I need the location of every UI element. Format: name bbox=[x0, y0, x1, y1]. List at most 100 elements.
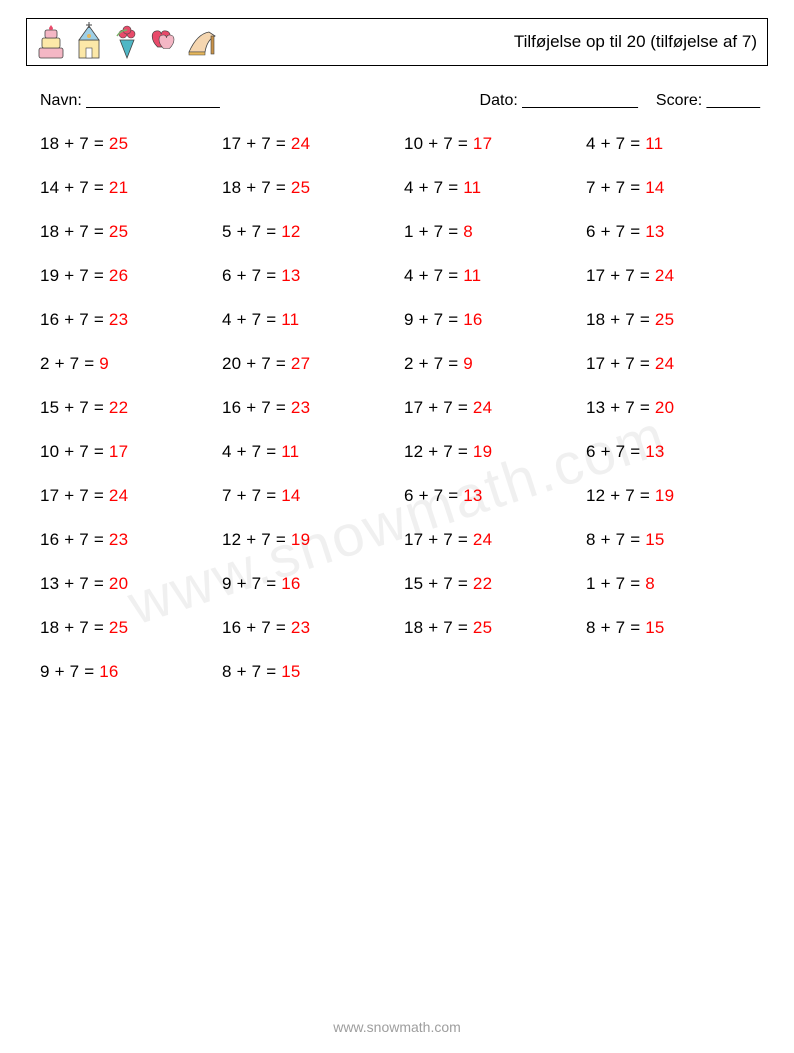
math-problem: 7 + 7 = 14 bbox=[222, 486, 396, 506]
answer: 26 bbox=[109, 266, 128, 285]
answer: 24 bbox=[291, 134, 310, 153]
answer: 14 bbox=[645, 178, 664, 197]
answer: 8 bbox=[645, 574, 655, 593]
wedding-cake-icon bbox=[33, 22, 69, 62]
math-problem: 16 + 7 = 23 bbox=[222, 398, 396, 418]
math-problem: 17 + 7 = 24 bbox=[586, 266, 760, 286]
answer: 25 bbox=[655, 310, 674, 329]
answer: 13 bbox=[281, 266, 300, 285]
math-problem: 4 + 7 = 11 bbox=[404, 178, 578, 198]
date-field: Dato: _____________ bbox=[480, 92, 638, 110]
answer: 11 bbox=[281, 310, 299, 329]
answer: 27 bbox=[291, 354, 310, 373]
answer: 24 bbox=[655, 266, 674, 285]
bouquet-icon bbox=[109, 22, 145, 62]
math-problem: 12 + 7 = 19 bbox=[404, 442, 578, 462]
math-problem: 8 + 7 = 15 bbox=[586, 530, 760, 550]
answer: 14 bbox=[281, 486, 300, 505]
answer: 22 bbox=[473, 574, 492, 593]
answer: 17 bbox=[473, 134, 492, 153]
math-problem: 20 + 7 = 27 bbox=[222, 354, 396, 374]
math-problem: 1 + 7 = 8 bbox=[586, 574, 760, 594]
answer: 12 bbox=[281, 222, 300, 241]
answer: 19 bbox=[473, 442, 492, 461]
hearts-icon bbox=[147, 22, 183, 62]
math-problem: 17 + 7 = 24 bbox=[222, 134, 396, 154]
math-problem: 15 + 7 = 22 bbox=[404, 574, 578, 594]
answer: 25 bbox=[291, 178, 310, 197]
math-problem: 1 + 7 = 8 bbox=[404, 222, 578, 242]
answer: 16 bbox=[99, 662, 118, 681]
answer: 23 bbox=[291, 618, 310, 637]
math-problem: 6 + 7 = 13 bbox=[404, 486, 578, 506]
math-problem: 6 + 7 = 13 bbox=[586, 442, 760, 462]
answer: 9 bbox=[463, 354, 473, 373]
answer: 25 bbox=[109, 618, 128, 637]
math-problem: 16 + 7 = 23 bbox=[40, 530, 214, 550]
answer: 9 bbox=[99, 354, 109, 373]
math-problem: 4 + 7 = 11 bbox=[222, 310, 396, 330]
answer: 13 bbox=[463, 486, 482, 505]
header-icons bbox=[33, 22, 221, 62]
math-problem: 18 + 7 = 25 bbox=[586, 310, 760, 330]
answer: 11 bbox=[463, 266, 481, 285]
math-problem: 6 + 7 = 13 bbox=[222, 266, 396, 286]
math-problem: 16 + 7 = 23 bbox=[40, 310, 214, 330]
math-problem: 6 + 7 = 13 bbox=[586, 222, 760, 242]
math-problem: 12 + 7 = 19 bbox=[222, 530, 396, 550]
score-field: Score: ______ bbox=[656, 92, 760, 110]
math-problem: 9 + 7 = 16 bbox=[222, 574, 396, 594]
math-problem: 8 + 7 = 15 bbox=[586, 618, 760, 638]
math-problem: 9 + 7 = 16 bbox=[404, 310, 578, 330]
worksheet-title: Tilføjelse op til 20 (tilføjelse af 7) bbox=[514, 32, 757, 52]
math-problem: 8 + 7 = 15 bbox=[222, 662, 396, 682]
answer: 11 bbox=[463, 178, 481, 197]
math-problem: 16 + 7 = 23 bbox=[222, 618, 396, 638]
meta-row: Navn: _______________ Dato: ____________… bbox=[40, 92, 760, 110]
answer: 16 bbox=[281, 574, 300, 593]
footer-url: www.snowmath.com bbox=[0, 1019, 794, 1035]
math-problem: 17 + 7 = 24 bbox=[586, 354, 760, 374]
answer: 20 bbox=[655, 398, 674, 417]
math-problem: 4 + 7 = 11 bbox=[586, 134, 760, 154]
answer: 16 bbox=[463, 310, 482, 329]
math-problem: 4 + 7 = 11 bbox=[404, 266, 578, 286]
math-problem: 18 + 7 = 25 bbox=[40, 134, 214, 154]
answer: 22 bbox=[109, 398, 128, 417]
math-problem: 13 + 7 = 20 bbox=[40, 574, 214, 594]
answer: 15 bbox=[645, 530, 664, 549]
math-problem: 18 + 7 = 25 bbox=[404, 618, 578, 638]
math-problem: 10 + 7 = 17 bbox=[40, 442, 214, 462]
name-field: Navn: _______________ bbox=[40, 92, 220, 110]
math-problem: 2 + 7 = 9 bbox=[404, 354, 578, 374]
math-problem: 18 + 7 = 25 bbox=[40, 618, 214, 638]
answer: 15 bbox=[281, 662, 300, 681]
answer: 25 bbox=[473, 618, 492, 637]
answer: 19 bbox=[655, 486, 674, 505]
math-problem: 10 + 7 = 17 bbox=[404, 134, 578, 154]
answer: 13 bbox=[645, 222, 664, 241]
math-problem: 18 + 7 = 25 bbox=[40, 222, 214, 242]
answer: 19 bbox=[291, 530, 310, 549]
answer: 24 bbox=[109, 486, 128, 505]
math-problem: 17 + 7 = 24 bbox=[404, 530, 578, 550]
answer: 25 bbox=[109, 134, 128, 153]
answer: 24 bbox=[655, 354, 674, 373]
problems-grid: 18 + 7 = 25 17 + 7 = 24 10 + 7 = 17 4 + 7 =… bbox=[40, 134, 760, 682]
math-problem: 19 + 7 = 26 bbox=[40, 266, 214, 286]
answer: 21 bbox=[109, 178, 128, 197]
answer: 8 bbox=[463, 222, 473, 241]
high-heel-icon bbox=[185, 22, 221, 62]
answer: 24 bbox=[473, 530, 492, 549]
worksheet-header: Tilføjelse op til 20 (tilføjelse af 7) bbox=[26, 18, 768, 66]
math-problem: 2 + 7 = 9 bbox=[40, 354, 214, 374]
math-problem: 18 + 7 = 25 bbox=[222, 178, 396, 198]
math-problem: 15 + 7 = 22 bbox=[40, 398, 214, 418]
answer: 20 bbox=[109, 574, 128, 593]
math-problem: 17 + 7 = 24 bbox=[40, 486, 214, 506]
answer: 23 bbox=[109, 530, 128, 549]
math-problem: 13 + 7 = 20 bbox=[586, 398, 760, 418]
math-problem: 14 + 7 = 21 bbox=[40, 178, 214, 198]
answer: 23 bbox=[109, 310, 128, 329]
answer: 23 bbox=[291, 398, 310, 417]
